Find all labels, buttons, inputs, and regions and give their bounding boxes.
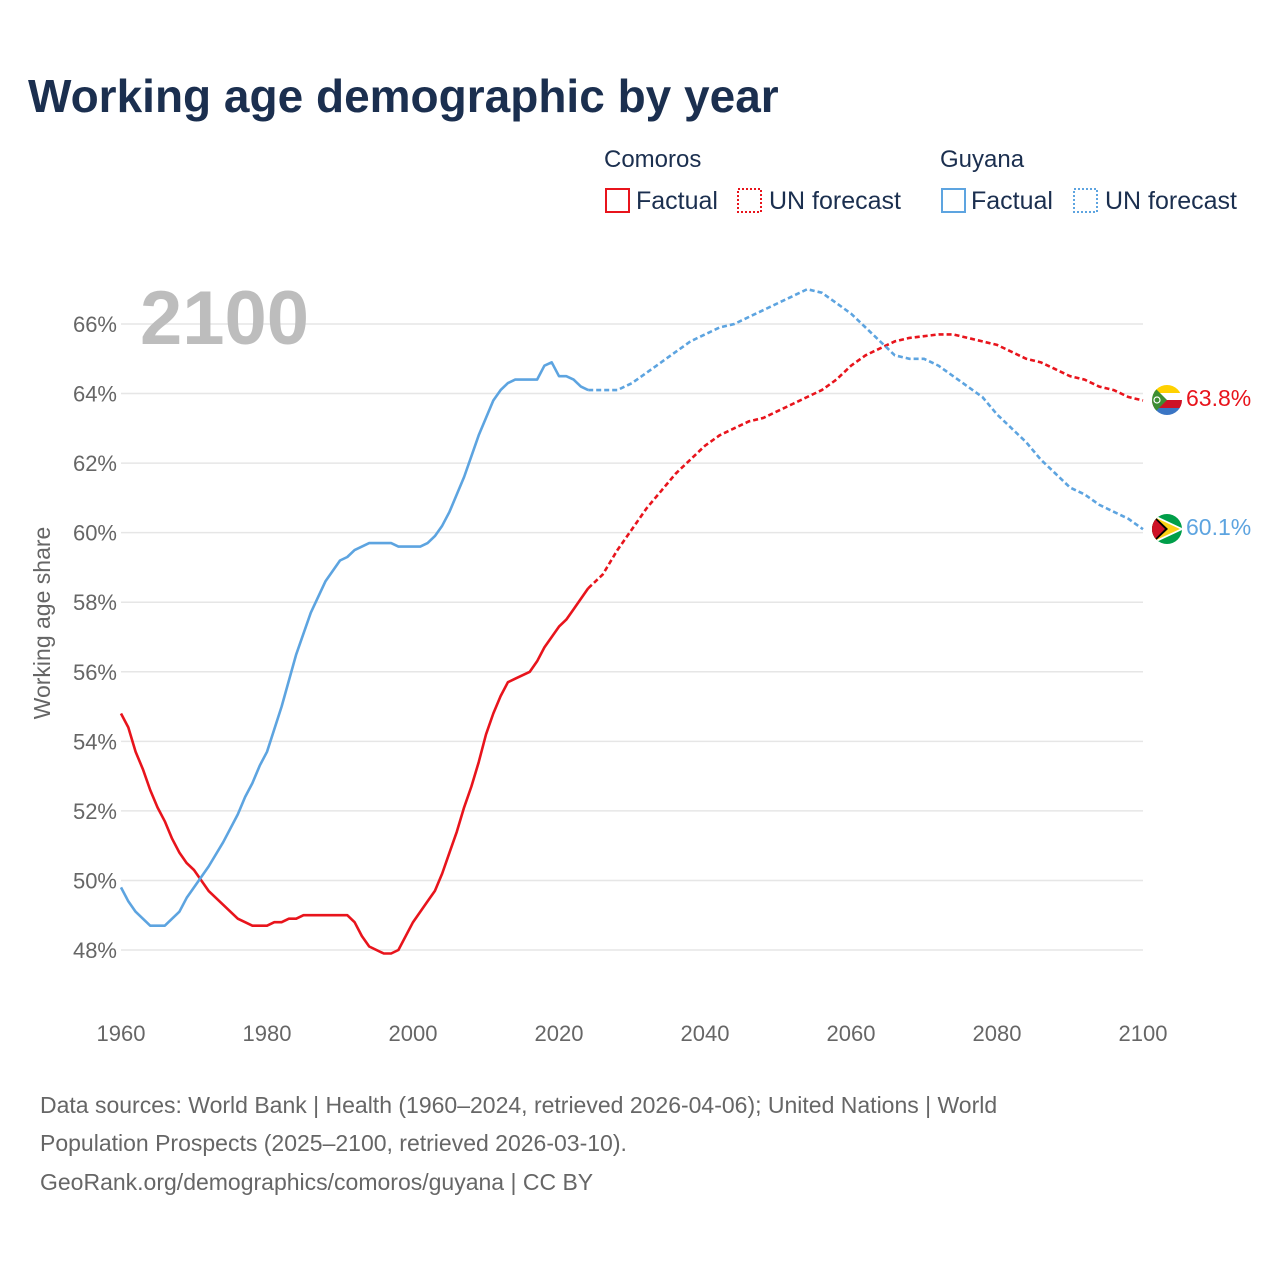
legend-label-guyana-forecast: UN forecast — [1105, 187, 1237, 215]
y-tick-label: 62% — [73, 451, 117, 476]
y-tick-label: 66% — [73, 312, 117, 337]
legend-swatch-comoros-forecast — [737, 188, 762, 213]
end-label-guyana: 60.1% — [1186, 514, 1251, 540]
legend: Comoros Factual UN forecast Guyana Factu… — [604, 146, 1237, 215]
y-tick-label: 52% — [73, 799, 117, 824]
source-line-3: GeoRank.org/demographics/comoros/guyana … — [40, 1169, 593, 1195]
x-tick-label: 2040 — [681, 1021, 730, 1046]
series-lines — [119, 287, 1144, 955]
y-tick-label: 56% — [73, 660, 117, 685]
chart-title: Working age demographic by year — [28, 70, 779, 122]
legend-label-guyana-factual: Factual — [971, 187, 1053, 215]
series-line-comoros-forecast — [587, 333, 1144, 590]
x-tick-label: 2000 — [389, 1021, 438, 1046]
x-tick-label: 2080 — [973, 1021, 1022, 1046]
y-tick-label: 48% — [73, 938, 117, 963]
x-tick-label: 2100 — [1119, 1021, 1168, 1046]
legend-label-comoros-factual: Factual — [636, 187, 718, 215]
y-tick-label: 64% — [73, 382, 117, 407]
gridlines — [121, 323, 1143, 951]
legend-group-comoros: Comoros — [604, 146, 701, 173]
y-axis-title: Working age share — [29, 527, 55, 720]
flag-guyana — [1152, 514, 1182, 544]
x-tick-label: 1980 — [243, 1021, 292, 1046]
comoros-flag-icon — [1152, 385, 1182, 415]
y-tick-label: 54% — [73, 729, 117, 754]
legend-swatch-comoros-factual — [605, 188, 630, 213]
series-line-guyana-forecast — [588, 287, 1144, 531]
source-line-2: Population Prospects (2025–2100, retriev… — [40, 1130, 627, 1156]
series-line-guyana-factual — [119, 361, 589, 927]
x-axis-ticks: 1960 1980 2000 2020 2040 2060 2080 2100 — [97, 1021, 1168, 1046]
source-line-1: Data sources: World Bank | Health (1960–… — [40, 1092, 997, 1118]
y-tick-label: 50% — [73, 868, 117, 893]
end-label-comoros: 63.8% — [1186, 385, 1251, 411]
y-axis-ticks: 48% 50% 52% 54% 56% 58% 60% 62% 64% 66% — [73, 312, 117, 963]
flag-comoros — [1152, 385, 1182, 415]
y-tick-label: 60% — [73, 521, 117, 546]
legend-swatch-guyana-factual — [941, 188, 966, 213]
x-tick-label: 2020 — [535, 1021, 584, 1046]
legend-label-comoros-forecast: UN forecast — [769, 187, 901, 215]
x-tick-label: 1960 — [97, 1021, 146, 1046]
year-display: 2100 — [140, 276, 309, 361]
legend-group-guyana: Guyana — [940, 146, 1025, 173]
y-tick-label: 58% — [73, 590, 117, 615]
legend-swatch-guyana-forecast — [1073, 188, 1098, 213]
series-line-comoros-factual — [119, 587, 590, 955]
x-tick-label: 2060 — [827, 1021, 876, 1046]
guyana-flag-icon — [1152, 514, 1182, 544]
